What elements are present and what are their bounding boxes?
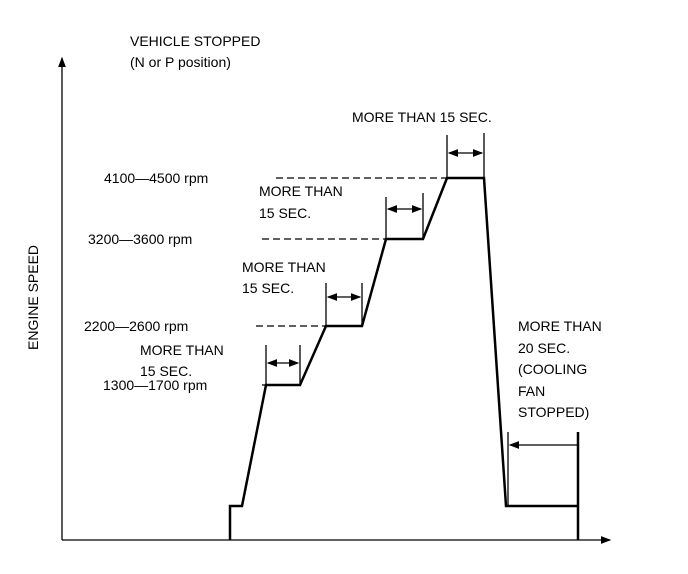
header-line2: (N or P position) [130,54,231,70]
duration-bracket-4 [446,133,485,178]
y-axis-label: ENGINE SPEED [25,245,41,350]
duration-bracket-2 [325,283,363,326]
duration-label-3: MORE THAN 15 SEC. [259,183,347,221]
level-label-3200: 3200—3600 rpm [88,231,192,247]
level-label-4100: 4100—4500 rpm [104,170,208,186]
cooldown-bracket [507,432,577,506]
level-label-2200: 2200—2600 rpm [84,318,188,334]
duration-label-1: MORE THAN 15 SEC. [140,342,228,379]
engine-speed-profile [228,176,578,540]
duration-bracket-1 [265,345,301,385]
level-label-1300: 1300—1700 rpm [103,377,207,393]
duration-bracket-3 [385,193,424,239]
header-line1: VEHICLE STOPPED [130,33,260,49]
cooldown-label: MORE THAN 20 SEC. (COOLING FAN STOPPED) [518,318,606,420]
duration-label-2: MORE THAN 15 SEC. [242,259,330,296]
duration-label-4: MORE THAN 15 SEC. [352,109,492,125]
